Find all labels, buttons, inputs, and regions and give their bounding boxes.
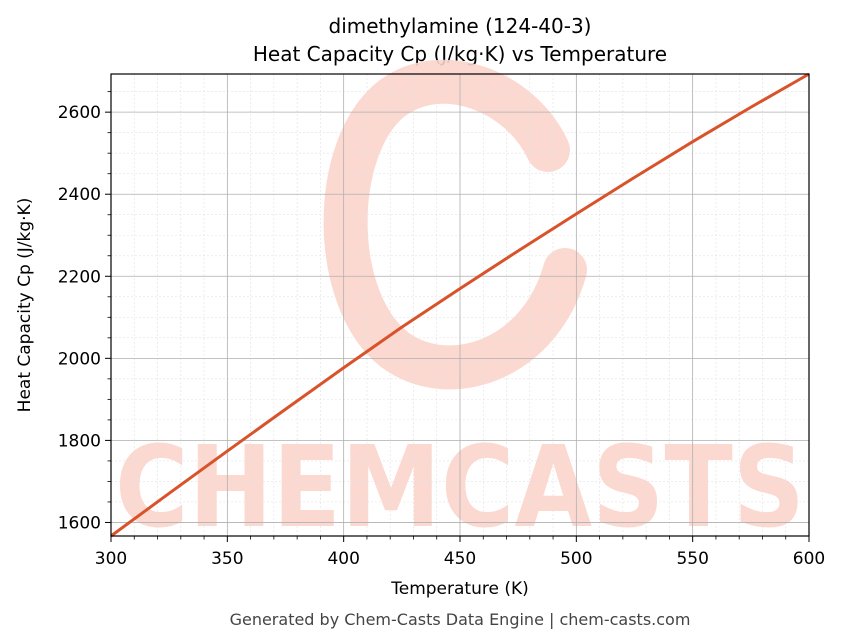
y-axis-label: Heat Capacity Cp (J/kg·K): [15, 198, 35, 413]
major-grid: [110, 74, 810, 536]
x-tick-label: 350: [211, 549, 243, 569]
x-tick-label: 300: [95, 549, 127, 569]
y-axis-ticks: 1600 1800 2000 2200 2400 2600: [58, 91, 111, 533]
x-tick-label: 500: [560, 549, 592, 569]
x-tick-label: 550: [676, 549, 708, 569]
y-tick-label: 2200: [58, 267, 101, 287]
x-axis-label: Temperature (K): [390, 579, 529, 599]
x-axis-ticks: 300 350 400 450 500 550 600: [95, 536, 825, 569]
axes-frame: [110, 73, 810, 537]
watermark-swirl: [323, 59, 587, 390]
y-tick-label: 2600: [58, 103, 101, 123]
y-tick-label: 1800: [58, 431, 101, 451]
footer-credit: Generated by Chem-Casts Data Engine | ch…: [230, 610, 691, 629]
x-tick-label: 450: [444, 549, 476, 569]
y-tick-label: 2400: [58, 185, 101, 205]
chart-title-line1: dimethylamine (124-40-3): [329, 14, 592, 38]
series-line-0: [110, 72, 810, 538]
y-tick-label: 2000: [58, 349, 101, 369]
x-tick-label: 600: [793, 549, 825, 569]
x-tick-label: 400: [327, 549, 359, 569]
series-layer: [110, 72, 810, 538]
y-tick-label: 1600: [58, 513, 101, 533]
